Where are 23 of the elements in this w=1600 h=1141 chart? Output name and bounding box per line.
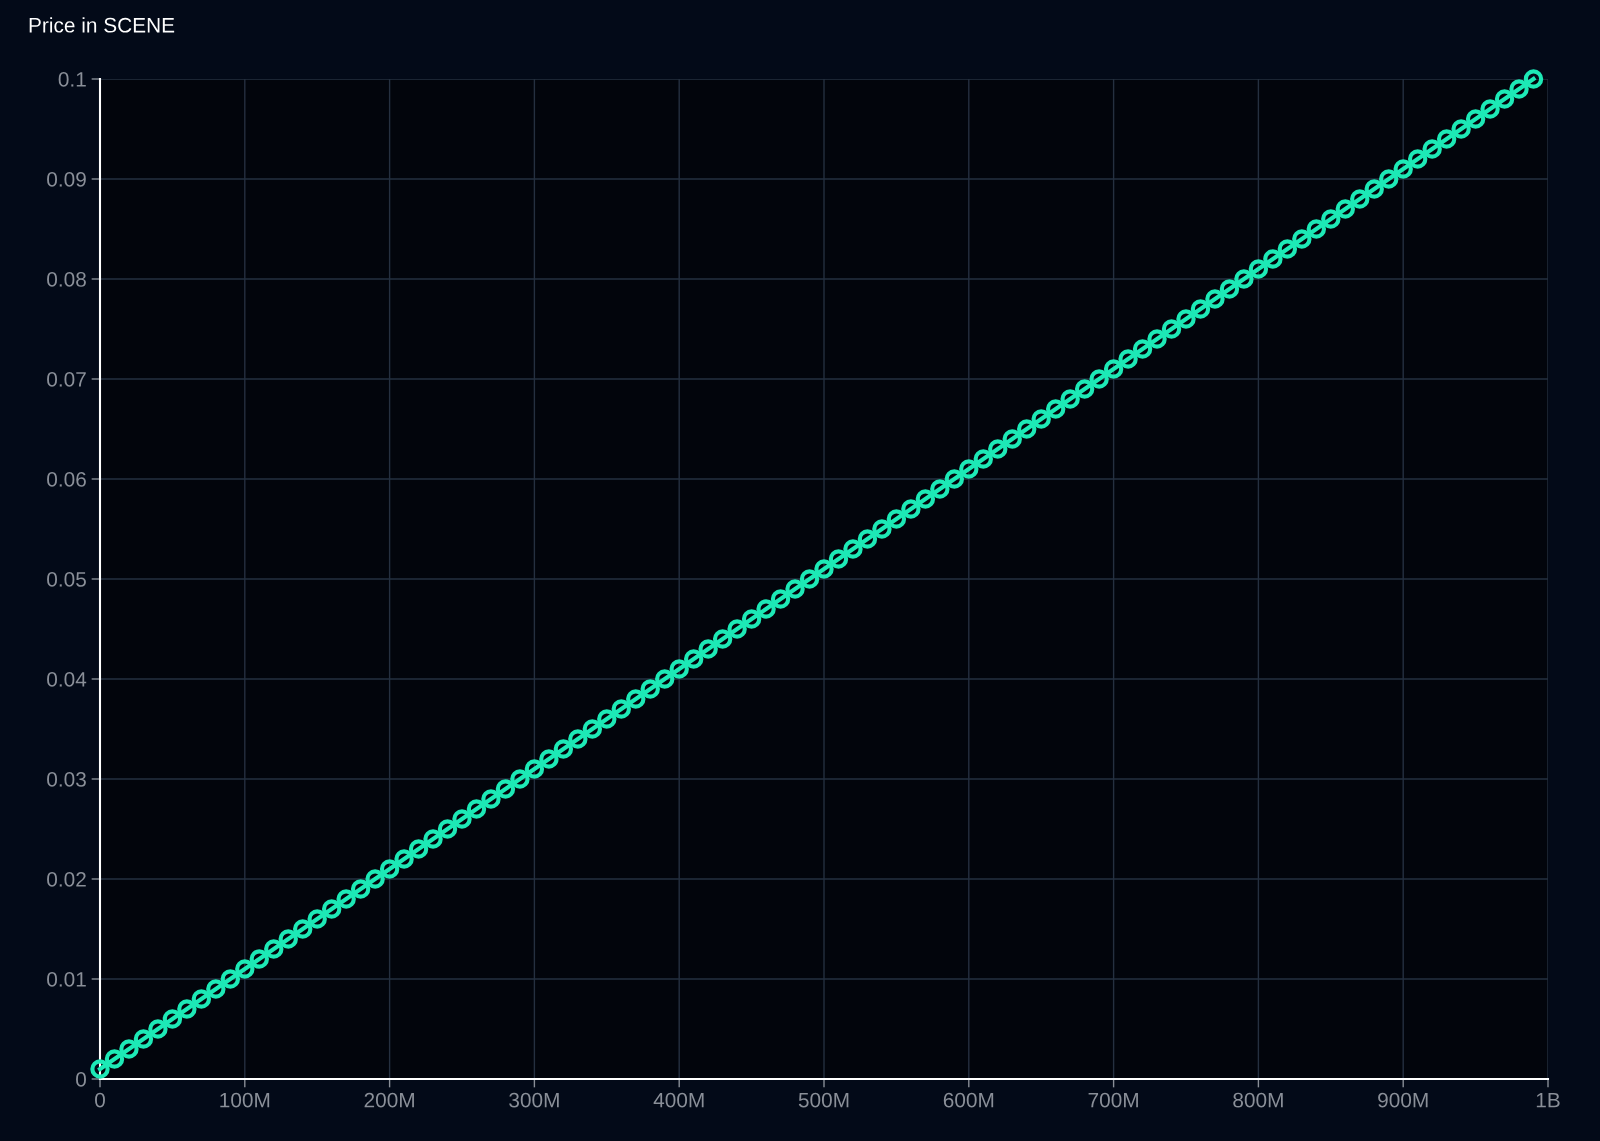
- y-tick-label: 0.08: [47, 272, 86, 287]
- x-tick-label: 700M: [1088, 1092, 1138, 1108]
- y-tick-label: 0.03: [47, 772, 86, 787]
- x-tick-label: 1B: [1536, 1092, 1560, 1108]
- x-tick-label: 0: [95, 1092, 105, 1108]
- y-tick-label: 0.05: [47, 572, 86, 587]
- y-tick-label: 0.07: [47, 372, 86, 387]
- y-tick-label: 0.01: [47, 972, 86, 987]
- x-tick-label: 600M: [943, 1092, 994, 1108]
- x-tick-label: 200M: [364, 1092, 414, 1108]
- y-tick-label: 0.09: [47, 172, 86, 187]
- y-tick-label: 0.1: [58, 72, 86, 87]
- y-tick-label: 0.06: [47, 472, 86, 487]
- x-tick-label: 500M: [798, 1092, 849, 1108]
- chart-title: Price in SCENE: [29, 17, 175, 33]
- x-tick-label: 800M: [1233, 1092, 1283, 1108]
- x-tick-label: 900M: [1378, 1092, 1428, 1108]
- y-tick-label: 0.02: [47, 872, 86, 887]
- x-tick-label: 100M: [220, 1092, 270, 1108]
- x-tick-label: 300M: [509, 1092, 559, 1108]
- x-tick-label: 400M: [653, 1092, 704, 1108]
- y-tick-label: 0.04: [47, 672, 87, 687]
- y-tick-label: 0: [76, 1072, 86, 1087]
